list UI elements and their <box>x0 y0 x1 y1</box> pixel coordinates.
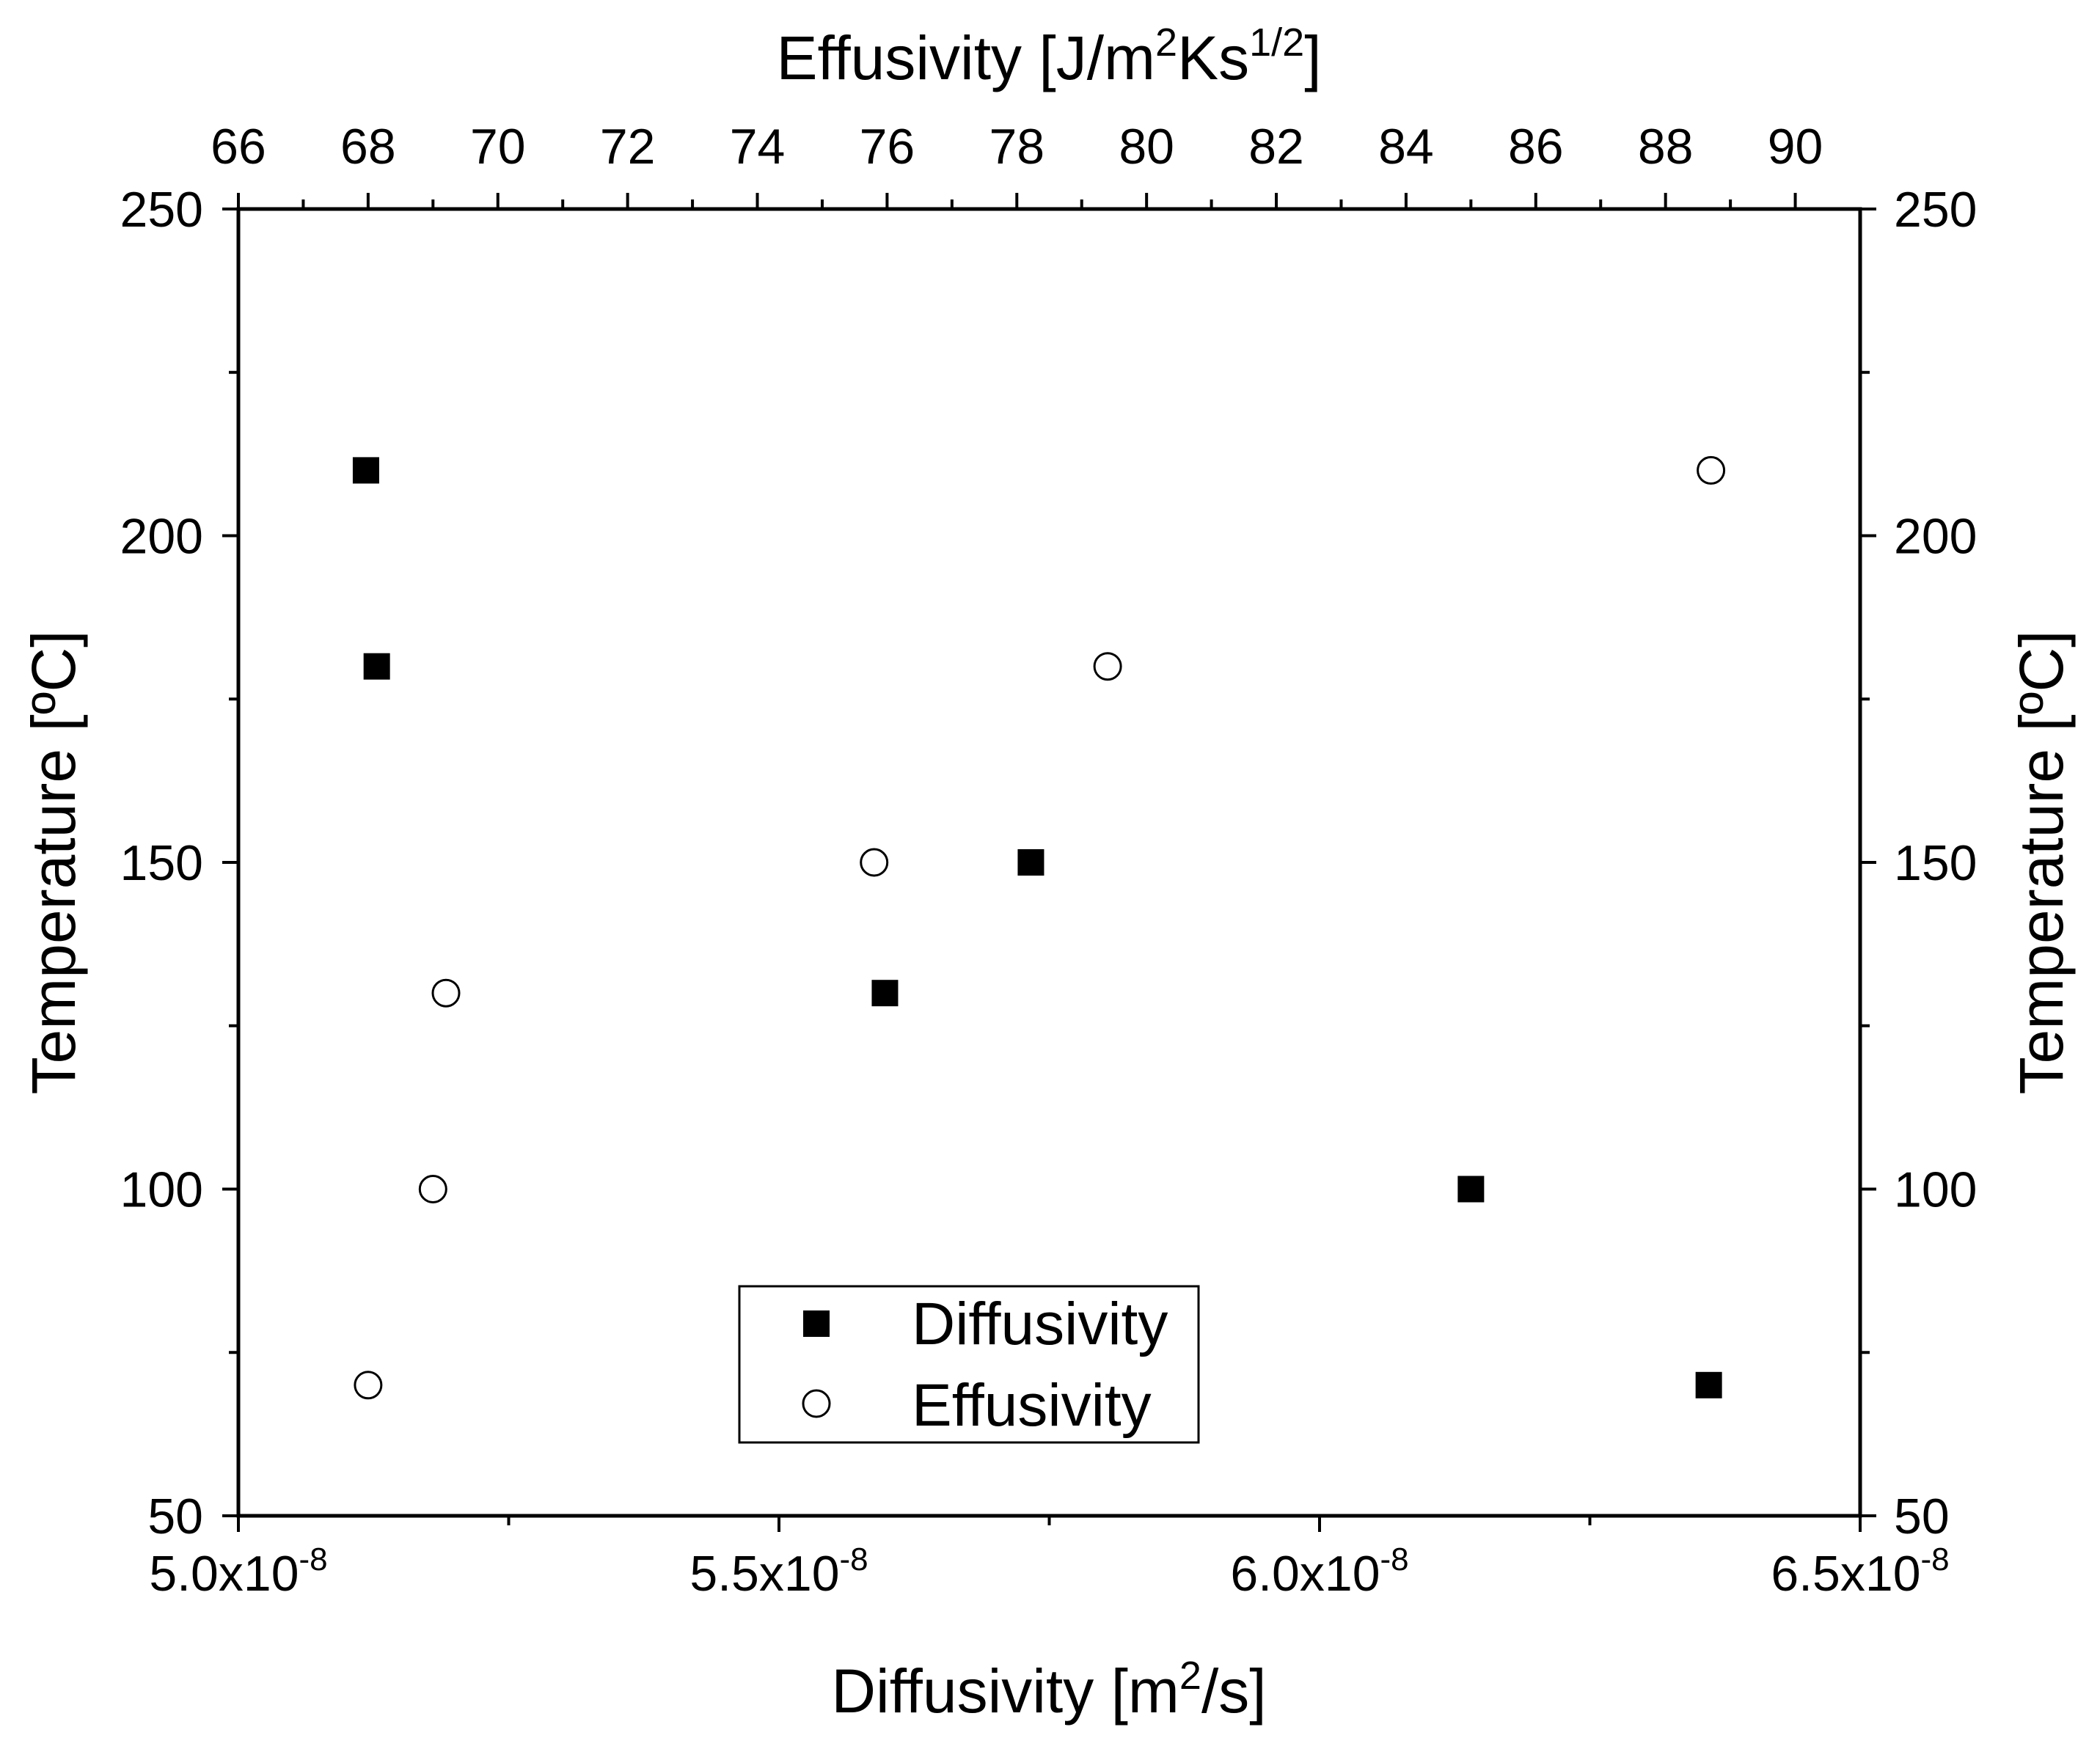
y-left-tick-label: 200 <box>120 509 203 565</box>
x-top-tick-label: 86 <box>1508 119 1564 175</box>
legend: Diffusivity Effusivity <box>738 1285 1200 1444</box>
diffusivity-point <box>1017 849 1044 876</box>
diffusivity-point <box>1695 1371 1722 1398</box>
diffusivity-point <box>352 457 379 484</box>
y-right-tick-label: 100 <box>1894 1162 1977 1218</box>
y-right-tick-label: 150 <box>1894 835 1977 891</box>
x-top-tick-label: 88 <box>1638 119 1694 175</box>
effusivity-point <box>860 848 889 877</box>
x-top-tick-label: 78 <box>989 119 1044 175</box>
x-top-tick-label: 68 <box>340 119 396 175</box>
legend-marker-diffusivity <box>803 1310 830 1337</box>
x-top-tick-label: 70 <box>470 119 526 175</box>
y-left-tick-label: 100 <box>120 1162 203 1218</box>
x-top-tick-label: 74 <box>730 119 786 175</box>
x-bottom-axis-title: Diffusivity [m2/s] <box>831 1654 1266 1726</box>
x-bottom-tick-label: 5.0x10-8 <box>149 1541 327 1602</box>
x-top-axis-title: Effusivity [J/m2Ks1/2] <box>776 21 1321 92</box>
axis-tick-labels: 5.0x10-8 5.5x10-8 6.0x10-8 6.5x10-8 66 68 70 72… <box>120 119 1978 1602</box>
x-top-tick-label: 76 <box>860 119 915 175</box>
y-right-axis-title: Temperature [ºC] <box>2007 631 2076 1095</box>
axis-ticks <box>222 193 1876 1532</box>
x-bottom-tick-label: 6.0x10-8 <box>1230 1541 1408 1602</box>
y-left-tick-label: 150 <box>120 835 203 891</box>
y-left-tick-label: 50 <box>147 1489 203 1544</box>
effusivity-point <box>431 978 461 1008</box>
y-left-tick-label: 250 <box>120 182 203 238</box>
diffusivity-point <box>1457 1176 1485 1203</box>
x-bottom-tick-label: 5.5x10-8 <box>689 1541 868 1602</box>
effusivity-point <box>1697 455 1726 485</box>
x-top-tick-label: 80 <box>1119 119 1174 175</box>
legend-marker-effusivity <box>802 1389 831 1418</box>
x-top-tick-label: 90 <box>1768 119 1823 175</box>
x-top-tick-label: 82 <box>1248 119 1304 175</box>
legend-label-diffusivity: Diffusivity <box>912 1291 1168 1357</box>
y-right-tick-label: 250 <box>1894 182 1977 238</box>
legend-label-effusivity: Effusivity <box>912 1372 1152 1439</box>
y-left-axis-title: Temperature [ºC] <box>19 631 88 1095</box>
diffusivity-point <box>363 653 390 680</box>
effusivity-point <box>354 1371 383 1400</box>
y-right-tick-label: 50 <box>1894 1489 1950 1544</box>
x-bottom-tick-label: 6.5x10-8 <box>1771 1541 1949 1602</box>
y-right-tick-label: 200 <box>1894 509 1977 565</box>
diffusivity-point <box>871 980 899 1007</box>
x-top-tick-label: 84 <box>1378 119 1434 175</box>
effusivity-point <box>1093 652 1122 681</box>
data-markers <box>352 455 1726 1400</box>
x-top-tick-label: 72 <box>600 119 656 175</box>
x-top-tick-label: 66 <box>211 119 266 175</box>
effusivity-point <box>418 1175 447 1203</box>
